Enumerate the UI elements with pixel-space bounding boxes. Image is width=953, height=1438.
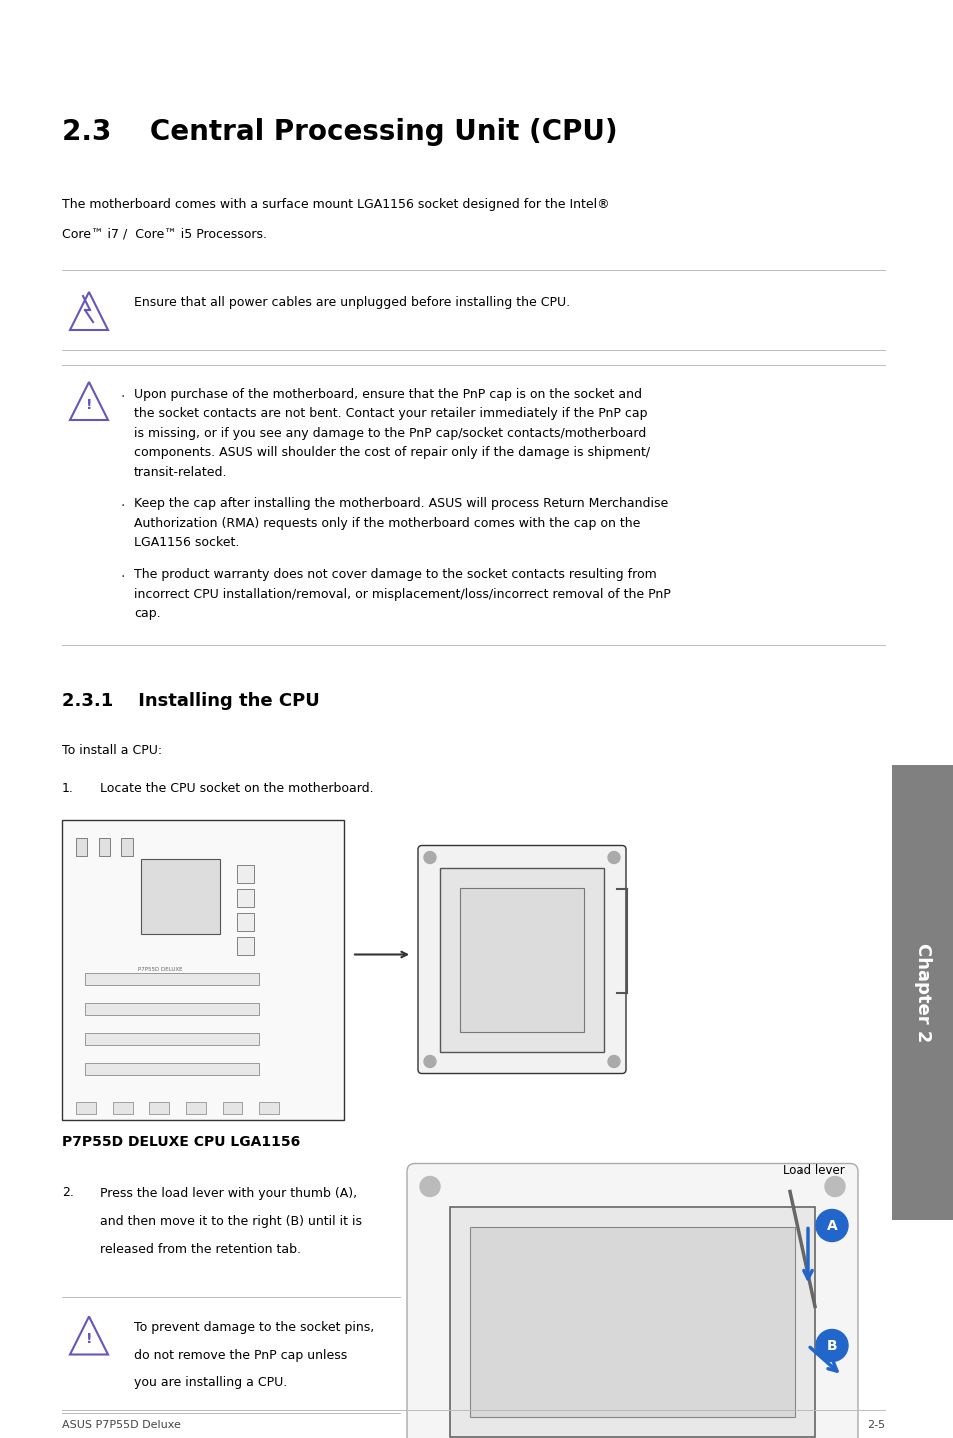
FancyBboxPatch shape [470, 1227, 794, 1416]
Text: Upon purchase of the motherboard, ensure that the PnP cap is on the socket and: Upon purchase of the motherboard, ensure… [133, 388, 641, 401]
FancyBboxPatch shape [85, 972, 259, 985]
Text: LGA1156 socket.: LGA1156 socket. [133, 536, 239, 549]
Circle shape [607, 851, 619, 863]
FancyBboxPatch shape [186, 1102, 206, 1113]
Text: 2.3    Central Processing Unit (CPU): 2.3 Central Processing Unit (CPU) [62, 118, 617, 147]
Text: ·: · [120, 569, 124, 584]
Text: !: ! [86, 398, 92, 411]
Text: Keep the cap after installing the motherboard. ASUS will process Return Merchand: Keep the cap after installing the mother… [133, 498, 667, 510]
FancyBboxPatch shape [62, 820, 344, 1120]
Text: transit-related.: transit-related. [133, 466, 227, 479]
FancyBboxPatch shape [236, 889, 253, 906]
FancyBboxPatch shape [76, 837, 88, 856]
FancyBboxPatch shape [891, 765, 953, 1219]
FancyBboxPatch shape [76, 1102, 95, 1113]
Text: is missing, or if you see any damage to the PnP cap/socket contacts/motherboard: is missing, or if you see any damage to … [133, 427, 645, 440]
Text: To prevent damage to the socket pins,: To prevent damage to the socket pins, [133, 1322, 374, 1334]
Text: !: ! [86, 1332, 92, 1346]
FancyBboxPatch shape [85, 1063, 259, 1074]
Text: Ensure that all power cables are unplugged before installing the CPU.: Ensure that all power cables are unplugg… [133, 296, 570, 309]
Text: Authorization (RMA) requests only if the motherboard comes with the cap on the: Authorization (RMA) requests only if the… [133, 518, 639, 531]
Text: do not remove the PnP cap unless: do not remove the PnP cap unless [133, 1349, 347, 1362]
FancyBboxPatch shape [121, 837, 132, 856]
FancyBboxPatch shape [85, 1002, 259, 1014]
FancyBboxPatch shape [259, 1102, 279, 1113]
FancyBboxPatch shape [98, 837, 110, 856]
FancyBboxPatch shape [459, 887, 583, 1031]
Text: B: B [826, 1339, 837, 1353]
Text: To install a CPU:: To install a CPU: [62, 743, 162, 756]
Circle shape [824, 1176, 844, 1196]
Circle shape [419, 1176, 439, 1196]
Text: P7P55D DELUXE: P7P55D DELUXE [138, 966, 183, 972]
Text: ASUS P7P55D Deluxe: ASUS P7P55D Deluxe [62, 1419, 181, 1429]
Text: 1.: 1. [62, 781, 73, 795]
Text: and then move it to the right (B) until it is: and then move it to the right (B) until … [100, 1215, 361, 1228]
Text: 2.3.1    Installing the CPU: 2.3.1 Installing the CPU [62, 692, 319, 709]
Circle shape [607, 1055, 619, 1067]
FancyBboxPatch shape [407, 1163, 857, 1438]
Text: Locate the CPU socket on the motherboard.: Locate the CPU socket on the motherboard… [100, 781, 374, 795]
Text: Core™ i7 /  Core™ i5 Processors.: Core™ i7 / Core™ i5 Processors. [62, 229, 267, 242]
Circle shape [423, 1055, 436, 1067]
FancyBboxPatch shape [150, 1102, 169, 1113]
Circle shape [423, 851, 436, 863]
Text: The product warranty does not cover damage to the socket contacts resulting from: The product warranty does not cover dama… [133, 568, 656, 581]
Text: Press the load lever with your thumb (A),: Press the load lever with your thumb (A)… [100, 1186, 356, 1199]
Text: released from the retention tab.: released from the retention tab. [100, 1242, 301, 1255]
FancyBboxPatch shape [417, 846, 625, 1074]
FancyBboxPatch shape [112, 1102, 132, 1113]
FancyBboxPatch shape [222, 1102, 242, 1113]
Text: P7P55D DELUXE CPU LGA1156: P7P55D DELUXE CPU LGA1156 [62, 1135, 300, 1149]
Text: ·: · [120, 390, 124, 404]
FancyBboxPatch shape [439, 867, 603, 1051]
Text: The motherboard comes with a surface mount LGA1156 socket designed for the Intel: The motherboard comes with a surface mou… [62, 198, 609, 211]
Text: components. ASUS will shoulder the cost of repair only if the damage is shipment: components. ASUS will shoulder the cost … [133, 447, 649, 460]
FancyBboxPatch shape [450, 1206, 814, 1437]
Text: 2-5: 2-5 [866, 1419, 884, 1429]
Text: A: A [825, 1218, 837, 1232]
Circle shape [815, 1330, 847, 1362]
Text: 2.: 2. [62, 1186, 73, 1199]
Text: you are installing a CPU.: you are installing a CPU. [133, 1376, 287, 1389]
Text: Load lever: Load lever [782, 1163, 844, 1176]
Text: ·: · [120, 499, 124, 513]
FancyBboxPatch shape [85, 1032, 259, 1044]
FancyBboxPatch shape [141, 858, 220, 933]
FancyBboxPatch shape [236, 913, 253, 930]
Text: Chapter 2: Chapter 2 [913, 943, 931, 1043]
Text: cap.: cap. [133, 607, 160, 620]
Circle shape [815, 1209, 847, 1241]
FancyBboxPatch shape [236, 936, 253, 955]
FancyBboxPatch shape [236, 864, 253, 883]
Text: incorrect CPU installation/removal, or misplacement/loss/incorrect removal of th: incorrect CPU installation/removal, or m… [133, 588, 670, 601]
Text: the socket contacts are not bent. Contact your retailer immediately if the PnP c: the socket contacts are not bent. Contac… [133, 407, 647, 420]
